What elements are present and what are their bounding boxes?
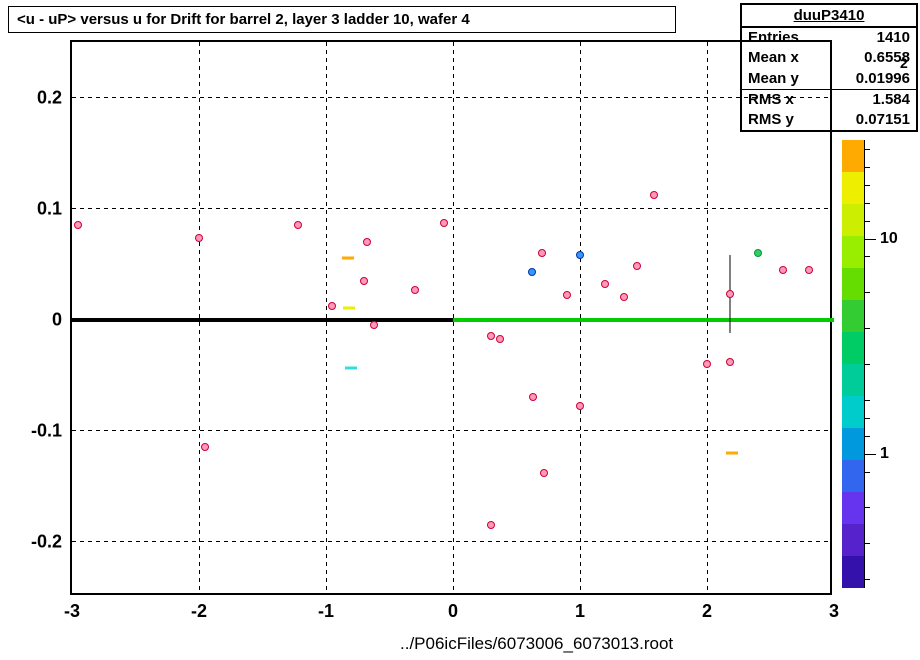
xtick-label: 3 (829, 601, 839, 622)
data-dash (342, 257, 354, 260)
data-point (703, 360, 711, 368)
xtick-label: -1 (318, 601, 334, 622)
xtick-label: 1 (575, 601, 585, 622)
ytick-label: -0.1 (31, 420, 62, 441)
data-point (201, 443, 209, 451)
data-point (538, 249, 546, 257)
data-point (529, 393, 537, 401)
ytick-label: -0.2 (31, 531, 62, 552)
data-point (496, 335, 504, 343)
data-point (363, 238, 371, 246)
xtick-label: 2 (702, 601, 712, 622)
data-point (726, 358, 734, 366)
ytick-label: 0 (52, 309, 62, 330)
stats-name: duuP3410 (742, 5, 916, 28)
data-point (563, 291, 571, 299)
plot-title: <u - uP> versus u for Drift for barrel 2… (8, 6, 676, 33)
footer-path: ../P06icFiles/6073006_6073013.root (400, 634, 673, 654)
data-point (633, 262, 641, 270)
data-point (440, 219, 448, 227)
colorbar (842, 140, 864, 588)
zero-line-left (72, 318, 453, 322)
data-point (601, 280, 609, 288)
xtick-label: -3 (64, 601, 80, 622)
xtick-label: -2 (191, 601, 207, 622)
data-point (360, 277, 368, 285)
data-point (650, 191, 658, 199)
ytick-label: 0.1 (37, 198, 62, 219)
pow-label: 2 (900, 55, 908, 71)
xtick-label: 0 (448, 601, 458, 622)
data-point (620, 293, 628, 301)
data-point (576, 402, 584, 410)
data-point (487, 332, 495, 340)
ytick-label: 0.2 (37, 87, 62, 108)
data-dash (726, 451, 738, 454)
data-point (74, 221, 82, 229)
data-point (528, 268, 536, 276)
plot-area: -3-2-10123-0.2-0.100.10.2 (70, 40, 832, 595)
data-point (576, 251, 584, 259)
data-point (487, 521, 495, 529)
colorbar-tick: 1 (880, 445, 889, 463)
data-point (726, 290, 734, 298)
data-point (411, 286, 419, 294)
data-point (754, 249, 762, 257)
data-dash (343, 307, 355, 310)
colorbar-tick: 10 (880, 230, 898, 248)
data-point (294, 221, 302, 229)
data-point (195, 234, 203, 242)
data-dash (345, 367, 357, 370)
data-point (540, 469, 548, 477)
zero-line-right (453, 318, 834, 322)
data-point (370, 321, 378, 329)
data-point (779, 266, 787, 274)
data-point (805, 266, 813, 274)
data-point (328, 302, 336, 310)
